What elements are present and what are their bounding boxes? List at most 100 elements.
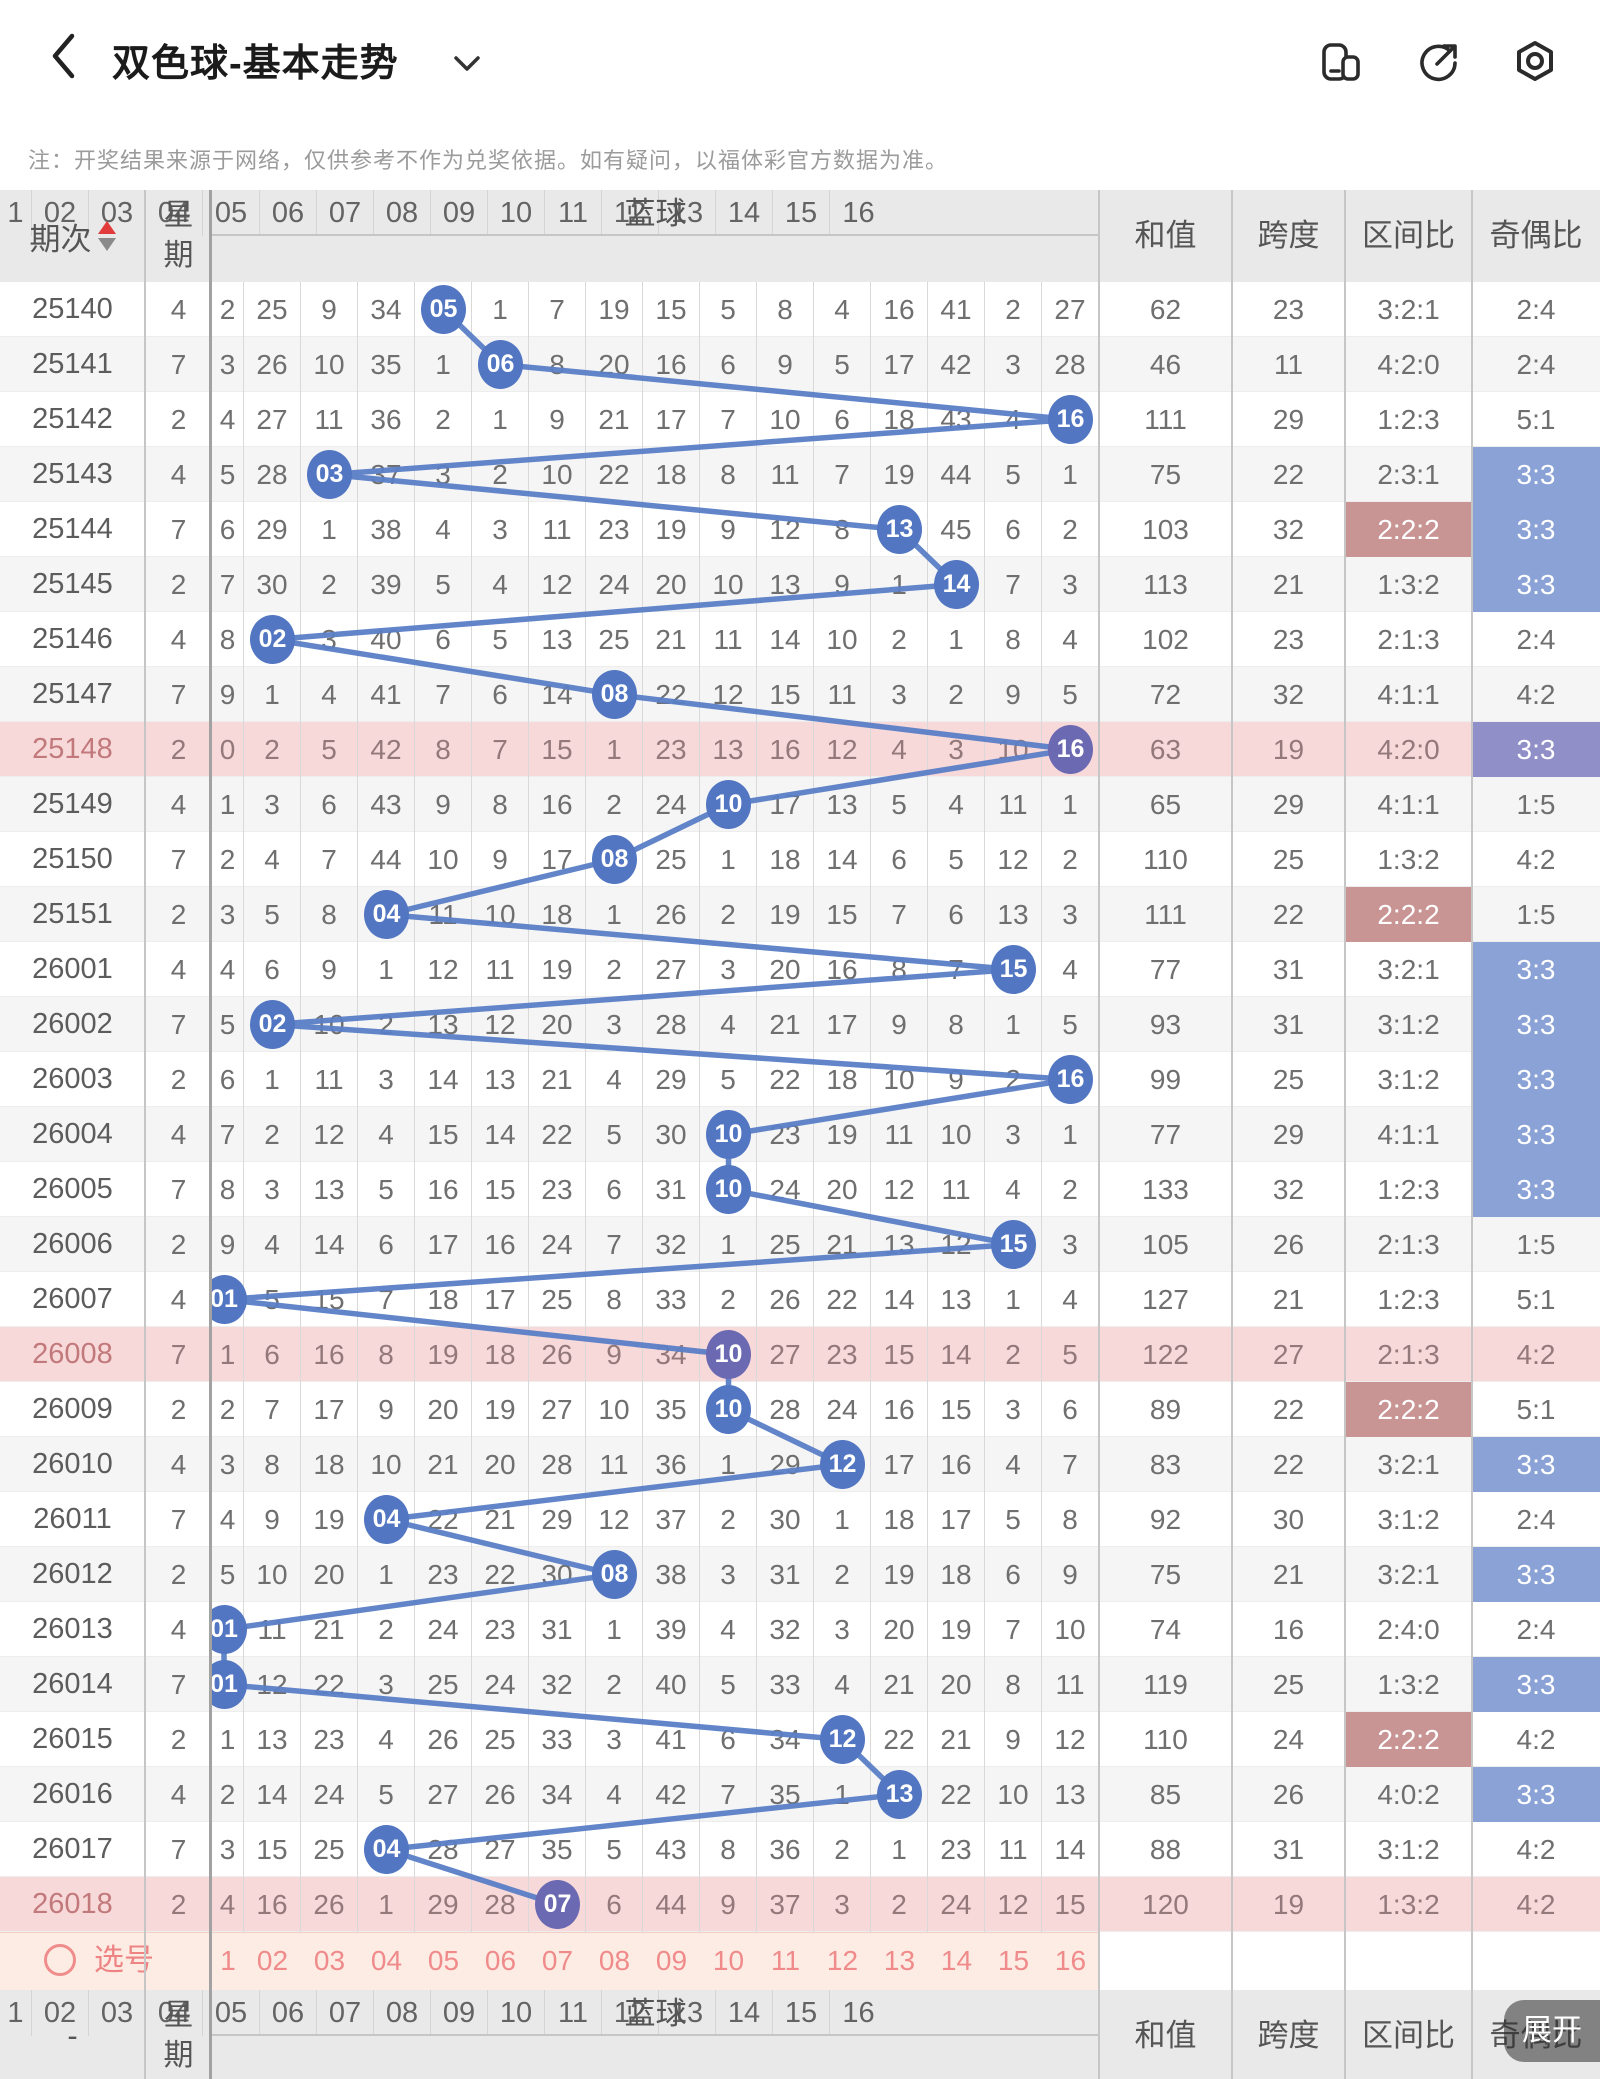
- miss-count-ball-9: 15: [643, 282, 700, 337]
- miss-count-ball-16: 14: [1042, 1822, 1099, 1877]
- ball-col-header-1: 1: [0, 1990, 32, 2036]
- settings-icon[interactable]: [1510, 38, 1560, 88]
- miss-count-ball-13: 16: [871, 1382, 928, 1437]
- miss-count-ball-3: 4: [301, 667, 358, 722]
- miss-count-ball-13: [871, 502, 928, 557]
- chevron-down-icon[interactable]: [452, 54, 482, 74]
- select-circle-icon[interactable]: [44, 1944, 76, 1976]
- miss-count-ball-13: 18: [871, 392, 928, 447]
- select-ball-2[interactable]: 02: [256, 1945, 289, 1976]
- ball-col-header-10: 10: [488, 190, 545, 236]
- miss-count-ball-1: 4: [212, 1492, 244, 1547]
- week-value: 2: [170, 1724, 187, 1755]
- period-value: 26010: [32, 1448, 113, 1480]
- miss-count-ball-1: 6: [212, 1052, 244, 1107]
- trend-row-26002: 26002 7 5 10 2 13 12 20 3 28 4 21 17 9 8 1 5 93 31 3:1:2 3:3: [0, 997, 1600, 1052]
- zone-ratio-value: 1:3:2: [1377, 844, 1440, 875]
- zone-ratio-value: 3:2:1: [1377, 954, 1440, 985]
- miss-count-ball-10: 5: [700, 1657, 757, 1712]
- miss-count-ball-15: 4: [985, 1162, 1042, 1217]
- trend-row-26017: 26017 7 3 15 25 28 27 35 5 43 8 36 2 1 23 11 14 88 31 3:1:2…: [0, 1822, 1600, 1877]
- miss-count-ball-4: 10: [358, 1437, 415, 1492]
- period-value: 26014: [32, 1668, 113, 1700]
- select-ball-6[interactable]: 06: [484, 1945, 517, 1976]
- miss-count-ball-15: [985, 942, 1042, 997]
- miss-count-ball-1: 6: [212, 502, 244, 557]
- sum-value: 110: [1143, 844, 1188, 875]
- miss-count-ball-12: 14: [814, 832, 871, 887]
- select-ball-16[interactable]: 16: [1054, 1945, 1087, 1976]
- miss-count-ball-8: 8: [586, 1272, 643, 1327]
- miss-count-ball-13: 15: [871, 1327, 928, 1382]
- period-header[interactable]: 期次: [0, 190, 145, 282]
- select-ball-15[interactable]: 15: [997, 1945, 1030, 1976]
- miss-count-ball-16: 12: [1042, 1712, 1099, 1767]
- select-ball-1[interactable]: 1: [220, 1945, 236, 1976]
- miss-count-ball-12: 11: [814, 667, 871, 722]
- miss-count-ball-6: 5: [472, 612, 529, 667]
- miss-count-ball-3: 11: [301, 392, 358, 447]
- trend-row-26006: 26006 2 9 4 14 6 17 16 24 7 32 1 25 21 13 12 3 105 26 2:1:3…: [0, 1217, 1600, 1272]
- span-value: 32: [1272, 514, 1305, 545]
- miss-count-ball-6: [472, 337, 529, 392]
- share-icon[interactable]: [1413, 38, 1463, 88]
- zone-ratio-value: 1:3:2: [1377, 1889, 1440, 1920]
- sum-value: 93: [1149, 1009, 1182, 1040]
- odd-even-value: 1:5: [1516, 1229, 1556, 1260]
- miss-count-ball-7: 16: [529, 777, 586, 832]
- multi-window-icon[interactable]: [1316, 38, 1366, 88]
- miss-count-ball-6: 22: [472, 1547, 529, 1602]
- miss-count-ball-14: 20: [928, 1657, 985, 1712]
- select-ball-7[interactable]: 07: [541, 1945, 574, 1976]
- select-ball-12[interactable]: 12: [826, 1945, 859, 1976]
- expand-button[interactable]: 展开: [1504, 2000, 1600, 2062]
- odd-even-value: 2:4: [1516, 349, 1556, 380]
- miss-count-ball-5: 3: [415, 447, 472, 502]
- miss-count-ball-12: 21: [814, 1217, 871, 1272]
- week-value: 2: [170, 899, 187, 930]
- miss-count-ball-5: 29: [415, 1877, 472, 1932]
- miss-count-ball-5: 25: [415, 1657, 472, 1712]
- select-ball-8[interactable]: 08: [598, 1945, 631, 1976]
- miss-count-ball-2: 16: [244, 1877, 301, 1932]
- select-ball-11[interactable]: 11: [770, 1945, 801, 1976]
- select-ball-4[interactable]: 04: [370, 1945, 403, 1976]
- odd-even-value: 5:1: [1516, 1284, 1556, 1315]
- select-ball-10[interactable]: 10: [712, 1945, 745, 1976]
- select-ball-3[interactable]: 03: [313, 1945, 346, 1976]
- miss-count-ball-16: [1042, 722, 1099, 777]
- miss-count-ball-12: [814, 1712, 871, 1767]
- miss-count-ball-7: 26: [529, 1327, 586, 1382]
- miss-count-ball-2: 3: [244, 777, 301, 832]
- period-value: 26013: [32, 1613, 113, 1645]
- select-ball-13[interactable]: 13: [883, 1945, 916, 1976]
- trend-row-26009: 26009 2 2 7 17 9 20 19 27 10 35 28 24 16 15 3 6 89 22 2:2:2…: [0, 1382, 1600, 1437]
- week-value: 2: [170, 569, 187, 600]
- back-icon[interactable]: [42, 28, 90, 84]
- miss-count-ball-7: 17: [529, 832, 586, 887]
- period-value: 25148: [32, 733, 113, 765]
- zone-ratio-value: 2:1:3: [1377, 1229, 1440, 1260]
- miss-count-ball-3: 25: [301, 1822, 358, 1877]
- select-ball-9[interactable]: 09: [655, 1945, 688, 1976]
- select-ball-14[interactable]: 14: [940, 1945, 973, 1976]
- miss-count-ball-14: 13: [928, 1272, 985, 1327]
- odd-even-value: 3:3: [1472, 1657, 1600, 1712]
- miss-count-ball-15: 6: [985, 1547, 1042, 1602]
- span-value: 25: [1272, 1064, 1305, 1095]
- select-ball-5[interactable]: 05: [427, 1945, 460, 1976]
- miss-count-ball-15: 9: [985, 667, 1042, 722]
- trend-row-25148: 25148 2 0 2 5 42 8 7 15 1 23 13 16 12 4 3 10 63 19 4:2:0 3:3: [0, 722, 1600, 777]
- select-ball-buttons: 1 02 03 04 05 06 07 08 09 10 11 12 13 14 15 16: [212, 1932, 1099, 1990]
- miss-count-ball-1: 1: [212, 777, 244, 832]
- miss-count-ball-3: 9: [301, 282, 358, 337]
- miss-count-ball-11: 28: [757, 1382, 814, 1437]
- miss-count-ball-15: 4: [985, 392, 1042, 447]
- odd-even-value: 3:3: [1472, 1547, 1600, 1602]
- miss-count-ball-4: 6: [358, 1217, 415, 1272]
- sum-value: 133: [1142, 1174, 1189, 1205]
- footer-period-placeholder: -: [67, 2018, 78, 2053]
- miss-count-ball-12: 17: [814, 997, 871, 1052]
- sort-icons[interactable]: [97, 221, 116, 251]
- trend-row-26007: 26007 4 5 15 7 18 17 25 8 33 2 26 22 14 13 1 4 127 21 1:2:3…: [0, 1272, 1600, 1327]
